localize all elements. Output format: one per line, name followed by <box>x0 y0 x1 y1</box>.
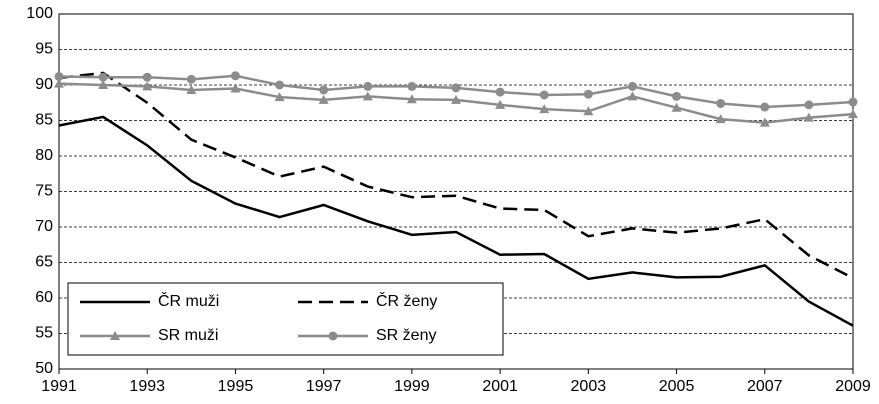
marker <box>627 81 637 91</box>
y-tick-label: 55 <box>35 325 53 342</box>
x-tick-label: 1997 <box>306 378 342 395</box>
marker <box>583 106 594 116</box>
marker <box>848 109 858 119</box>
marker <box>318 94 329 104</box>
y-tick-label: 70 <box>35 218 53 235</box>
marker <box>319 85 329 95</box>
y-tick-label: 95 <box>35 41 53 58</box>
marker <box>142 81 153 91</box>
marker <box>363 81 373 91</box>
marker <box>230 71 240 81</box>
x-tick-label: 1993 <box>129 378 165 395</box>
marker <box>451 94 461 104</box>
marker <box>54 71 64 81</box>
marker <box>230 83 241 93</box>
marker <box>803 112 814 122</box>
y-tick-label: 80 <box>35 147 53 164</box>
marker <box>54 78 64 88</box>
marker <box>495 99 506 109</box>
marker <box>495 87 505 97</box>
marker <box>406 94 417 104</box>
y-tick-label: 90 <box>35 76 53 93</box>
marker <box>716 98 726 108</box>
marker <box>759 117 770 127</box>
marker <box>186 84 197 94</box>
marker <box>362 91 373 101</box>
marker <box>328 331 338 341</box>
marker <box>671 102 682 112</box>
marker <box>672 91 682 101</box>
legend-label: SR muži <box>158 327 218 344</box>
marker <box>451 83 461 93</box>
x-tick-label: 2009 <box>835 378 871 395</box>
legend-label: SR ženy <box>376 327 436 344</box>
y-tick-label: 60 <box>35 289 53 306</box>
x-tick-label: 1991 <box>41 378 77 395</box>
marker <box>186 74 196 84</box>
y-tick-label: 65 <box>35 254 53 271</box>
marker <box>627 91 638 101</box>
marker <box>98 80 109 89</box>
marker <box>539 90 549 100</box>
marker <box>583 89 593 99</box>
legend-box <box>67 282 504 356</box>
marker <box>715 114 726 124</box>
y-tick-label: 100 <box>26 5 53 22</box>
legend-label: ČR muži <box>158 291 219 310</box>
plot-frame <box>58 13 854 370</box>
marker <box>98 72 108 82</box>
marker <box>275 80 285 90</box>
y-tick-label: 85 <box>35 112 53 129</box>
x-tick-label: 1995 <box>218 378 254 395</box>
marker <box>760 102 770 112</box>
marker <box>539 104 550 114</box>
x-tick-label: 2003 <box>571 378 607 395</box>
x-tick-label: 2001 <box>482 378 518 395</box>
legend-label: ČR ženy <box>376 291 437 310</box>
marker <box>848 97 858 107</box>
line <box>58 115 854 327</box>
marker <box>142 72 152 82</box>
marker <box>110 331 120 340</box>
y-tick-label: 50 <box>35 360 53 377</box>
y-tick-label: 75 <box>35 183 53 200</box>
x-tick-label: 1999 <box>394 378 430 395</box>
marker <box>804 100 814 110</box>
x-tick-label: 2005 <box>659 378 695 395</box>
x-tick-label: 2007 <box>747 378 783 395</box>
line <box>58 71 854 280</box>
marker <box>274 92 285 102</box>
marker <box>407 81 417 91</box>
